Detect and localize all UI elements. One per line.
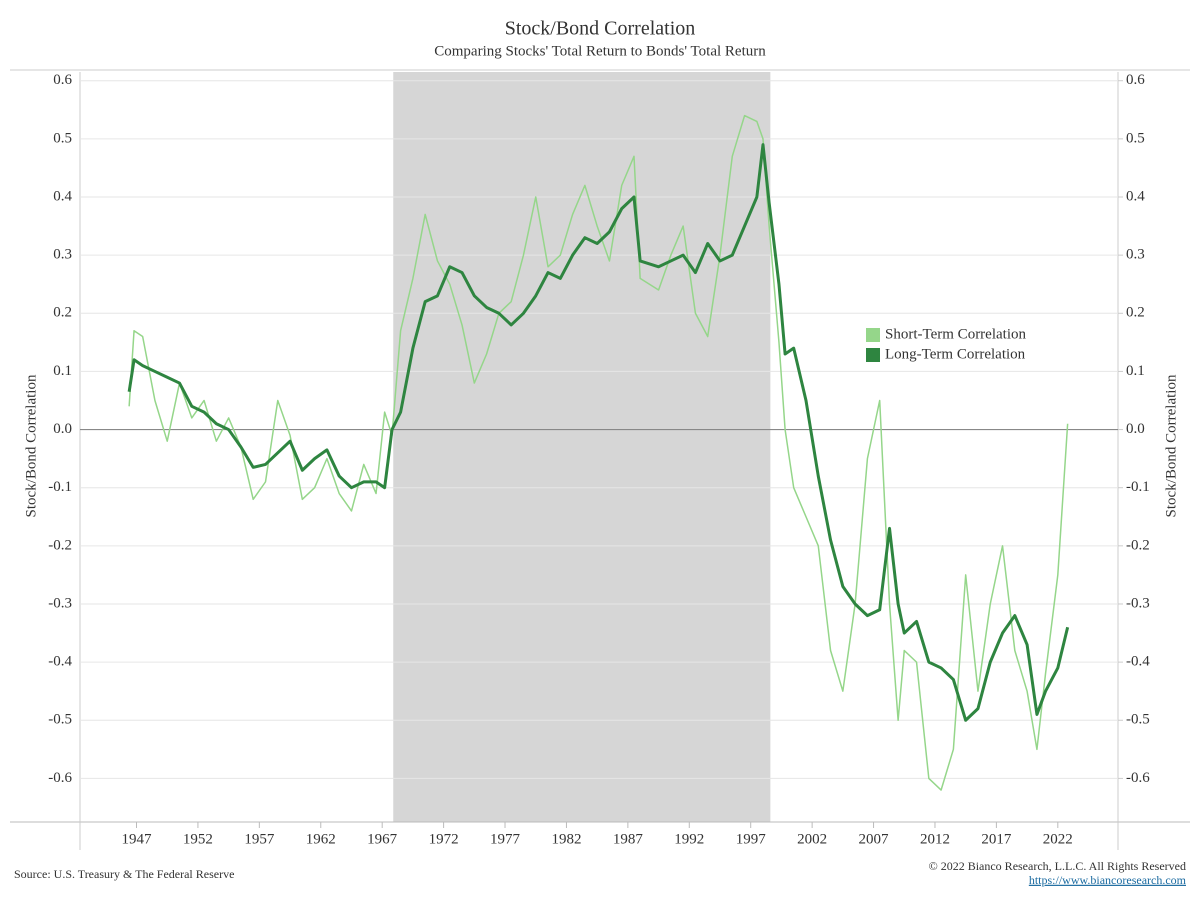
y-tick-label: -0.4	[48, 654, 72, 670]
y2-tick-label: -0.5	[1126, 712, 1150, 728]
x-tick-label: 2022	[1043, 831, 1073, 847]
y-tick-label: -0.1	[48, 479, 72, 495]
x-tick-label: 1967	[367, 831, 398, 847]
y-tick-label: -0.6	[48, 770, 72, 786]
y2-tick-label: 0.2	[1126, 305, 1145, 321]
y-tick-label: 0.6	[53, 72, 72, 88]
y2-tick-label: 0.6	[1126, 72, 1145, 88]
legend-swatch	[866, 328, 880, 342]
chart-subtitle: Comparing Stocks' Total Return to Bonds'…	[434, 43, 766, 59]
x-tick-label: 2012	[920, 831, 950, 847]
x-tick-label: 1992	[674, 831, 704, 847]
x-tick-label: 1972	[429, 831, 459, 847]
y-tick-label: -0.5	[48, 712, 72, 728]
y-tick-label: -0.3	[48, 595, 72, 611]
y-tick-label: -0.2	[48, 537, 72, 553]
source-note: Source: U.S. Treasury & The Federal Rese…	[14, 867, 234, 881]
series-line	[128, 114, 1069, 791]
y2-axis-label: Stock/Bond Correlation	[1163, 374, 1179, 517]
y-tick-label: 0.1	[53, 363, 72, 379]
x-tick-label: 1997	[736, 831, 767, 847]
legend-label: Long-Term Correlation	[885, 346, 1026, 362]
website-link[interactable]: https://www.biancoresearch.com	[1029, 873, 1187, 887]
x-tick-label: 2002	[797, 831, 827, 847]
copyright: © 2022 Bianco Research, L.L.C. All Right…	[929, 859, 1186, 873]
y2-tick-label: 0.5	[1126, 130, 1145, 146]
x-tick-label: 1982	[551, 831, 581, 847]
series-line	[127, 143, 1070, 722]
x-tick-label: 1962	[306, 831, 336, 847]
x-tick-label: 1957	[244, 831, 275, 847]
y2-tick-label: -0.1	[1126, 479, 1150, 495]
y2-tick-label: -0.4	[1126, 654, 1150, 670]
x-tick-label: 1987	[613, 831, 644, 847]
y-tick-label: 0.5	[53, 130, 72, 146]
y2-tick-label: 0.1	[1126, 363, 1145, 379]
website-link-text[interactable]: https://www.biancoresearch.com	[1029, 873, 1187, 887]
y2-tick-label: 0.4	[1126, 188, 1145, 204]
x-tick-label: 1947	[122, 831, 153, 847]
y2-tick-label: 0.0	[1126, 421, 1145, 437]
x-tick-label: 1977	[490, 831, 521, 847]
y-tick-label: 0.0	[53, 421, 72, 437]
x-tick-label: 1952	[183, 831, 213, 847]
y-axis-label: Stock/Bond Correlation	[23, 374, 39, 517]
legend-label: Short-Term Correlation	[885, 326, 1026, 342]
y2-tick-label: -0.6	[1126, 770, 1150, 786]
x-tick-label: 2017	[981, 831, 1012, 847]
chart-title: Stock/Bond Correlation	[505, 18, 696, 40]
y-tick-label: 0.4	[53, 188, 72, 204]
legend-swatch	[866, 348, 880, 362]
x-tick-label: 2007	[859, 831, 890, 847]
y2-tick-label: -0.3	[1126, 595, 1150, 611]
y2-tick-label: 0.3	[1126, 247, 1145, 263]
plot-area	[10, 69, 1190, 850]
shaded-period	[393, 72, 771, 822]
y-tick-label: 0.2	[53, 305, 72, 321]
y2-tick-label: -0.2	[1126, 537, 1150, 553]
y-tick-label: 0.3	[53, 247, 72, 263]
